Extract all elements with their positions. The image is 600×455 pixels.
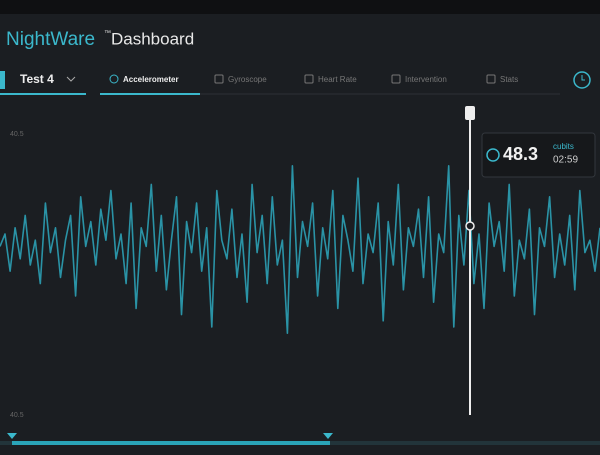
- top-strip: [0, 0, 600, 14]
- cursor-point: [465, 221, 475, 231]
- tab-label: Heart Rate: [318, 75, 357, 84]
- tab-label: Accelerometer: [123, 75, 179, 84]
- session-marker: [0, 71, 5, 89]
- session-label: Test 4: [20, 72, 54, 86]
- tab[interactable]: Intervention: [391, 74, 447, 84]
- session-select[interactable]: Test 4: [0, 71, 76, 89]
- waveform: [0, 165, 600, 334]
- readout-icon: [486, 148, 500, 162]
- tab[interactable]: Gyroscope: [214, 74, 267, 84]
- readout-box: [481, 132, 596, 178]
- tab[interactable]: Heart Rate: [304, 74, 357, 84]
- tab[interactable]: Accelerometer: [100, 74, 200, 95]
- axis-top-label: 40.5: [10, 131, 24, 138]
- clock-hand: [581, 75, 585, 81]
- brand: NightWare: [6, 29, 95, 50]
- clock-icon[interactable]: [573, 71, 591, 89]
- scrubber-start[interactable]: [7, 433, 17, 439]
- axis-bottom-label: 40.5: [10, 412, 24, 419]
- dropdown-icon: [66, 76, 76, 82]
- page-title: Dashboard: [111, 29, 194, 48]
- tab-label: Stats: [500, 75, 518, 84]
- scrubber-end[interactable]: [323, 433, 333, 439]
- tab-label: Gyroscope: [228, 75, 267, 84]
- cursor-handle[interactable]: [465, 106, 475, 120]
- tab[interactable]: Stats: [486, 74, 518, 84]
- readout: 48.3 cubits 02:59: [481, 132, 596, 178]
- tab-icon: [486, 74, 496, 84]
- readout-time: 02:59: [553, 155, 578, 166]
- trademark: ™: [104, 30, 111, 37]
- tab-icon: [109, 74, 119, 84]
- tab-icon: [391, 74, 401, 84]
- tab-icon: [304, 74, 314, 84]
- readout-unit: cubits: [553, 142, 574, 151]
- tab-label: Intervention: [405, 75, 447, 84]
- readout-value: 48.3: [503, 144, 538, 164]
- tab-icon: [214, 74, 224, 84]
